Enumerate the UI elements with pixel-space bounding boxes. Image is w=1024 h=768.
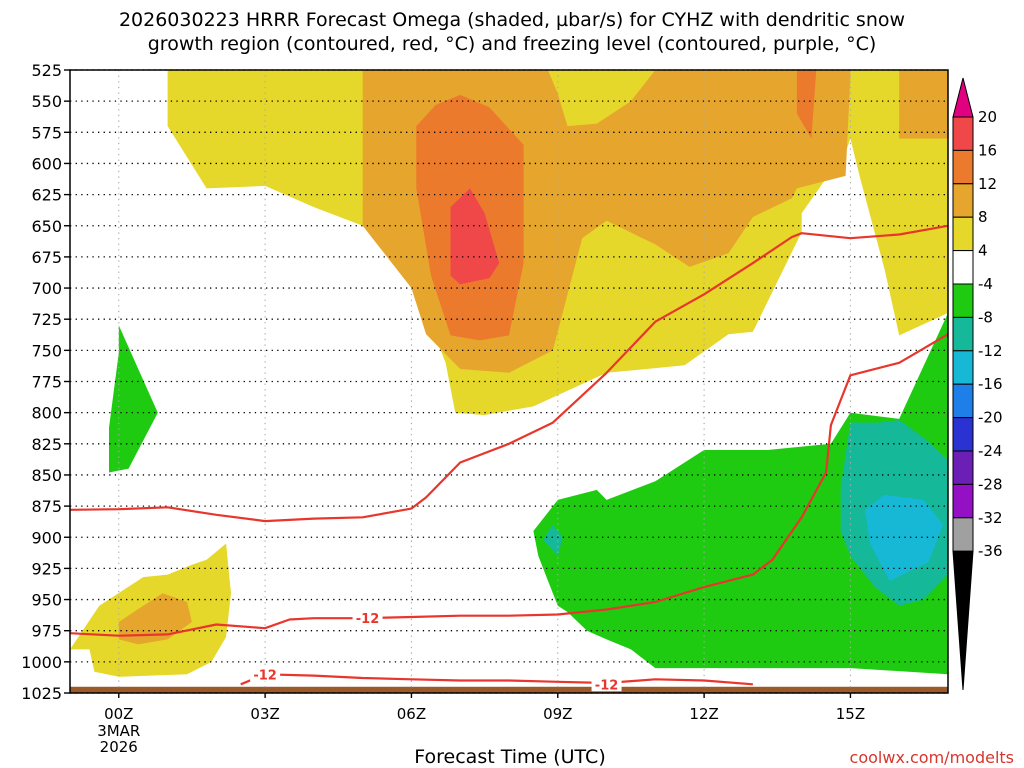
colorbar-swatch-4 [952, 216, 974, 252]
contour-dgz-lower [70, 333, 948, 637]
x-tick-label-00Z: 00Z [104, 705, 133, 723]
grid-layer [70, 69, 948, 694]
colorbar-label--20: -20 [978, 409, 1003, 427]
colorbar-label-20: 20 [978, 108, 997, 126]
omega-region-10 [543, 524, 563, 556]
colorbar-label--12: -12 [978, 342, 1003, 360]
colorbar-swatch-13 [952, 517, 974, 552]
colorbar-swatch-6 [952, 283, 974, 318]
y-tick-label-725: 725 [31, 310, 62, 329]
x-tick-label-09Z: 09Z [543, 705, 572, 723]
omega-region-11 [865, 494, 944, 581]
contour-low-level [240, 673, 753, 686]
contour-label-2: -12 [595, 678, 619, 693]
y-tick-label-600: 600 [31, 154, 62, 173]
y-tick-label-925: 925 [31, 559, 62, 578]
contour-label-bg-2 [591, 676, 622, 692]
x-tick-sublabel-3MAR: 3MAR [97, 722, 140, 740]
credit-link[interactable]: coolwx.com/modelts [849, 748, 1014, 767]
colorbar-swatch-5 [952, 250, 974, 285]
y-tick-label-800: 800 [31, 404, 62, 423]
colorbar-label--4: -4 [978, 275, 993, 293]
contour-dgz-upper [70, 224, 948, 523]
omega-region-4 [450, 188, 500, 285]
y-tick-label-1000: 1000 [21, 653, 62, 672]
colorbar-label-8: 8 [978, 208, 988, 226]
colorbar-label--28: -28 [978, 475, 1003, 493]
colorbar: 20 16 12 8 4 -4 -8 -12 -16 -20 -24 -28 -32 -36 [952, 77, 1003, 691]
x-tick-label-12Z: 12Z [689, 705, 718, 723]
chart-title-line1: 2026030223 HRRR Forecast Omega (shaded, … [118, 9, 906, 31]
y-tick-label-700: 700 [31, 279, 62, 298]
x-tick-sublabel-2026: 2026 [100, 738, 138, 756]
y-tick-label-650: 650 [31, 217, 62, 236]
colorbar-swatch-11 [952, 450, 974, 485]
contour-label-0: -12 [356, 612, 380, 627]
colorbar-top-arrow [952, 77, 974, 118]
ground-surface [70, 686, 948, 693]
y-tick-label-975: 975 [31, 622, 62, 641]
y-tick-label-950: 950 [31, 591, 62, 610]
ground-layer [70, 686, 948, 693]
colorbar-label--24: -24 [978, 442, 1003, 460]
y-tick-label-675: 675 [31, 248, 62, 267]
y-tick-label-825: 825 [31, 435, 62, 454]
contour-label-bg-0 [352, 610, 383, 626]
colorbar-label-12: 12 [978, 175, 997, 193]
colorbar-swatch-8 [952, 350, 974, 385]
y-tick-label-625: 625 [31, 186, 62, 205]
colorbar-label--36: -36 [978, 542, 1003, 560]
colorbar-swatch-3 [952, 183, 974, 218]
contour-label-bg-1 [250, 666, 281, 682]
omega-region-8 [533, 313, 948, 675]
y-tick-label-550: 550 [31, 92, 62, 111]
x-tick-label-06Z: 06Z [397, 705, 426, 723]
colorbar-swatch-2 [952, 149, 974, 185]
colorbar-bottom-arrow [952, 550, 974, 691]
colorbar-label--16: -16 [978, 375, 1003, 393]
y-tick-label-575: 575 [31, 123, 62, 142]
colorbar-swatch-10 [952, 417, 974, 452]
x-tick-label-03Z: 03Z [250, 705, 279, 723]
contour-label-1: -12 [253, 668, 277, 683]
y-tick-label-900: 900 [31, 528, 62, 547]
omega-region-3 [796, 70, 817, 139]
y-tick-label-1025: 1025 [21, 684, 62, 703]
colorbar-label--32: -32 [978, 509, 1003, 527]
y-tick-label-850: 850 [31, 466, 62, 485]
omega-region-7 [109, 325, 158, 473]
colorbar-swatch-1 [952, 116, 974, 151]
colorbar-label-4: 4 [978, 242, 988, 260]
colorbar-label-16: 16 [978, 141, 997, 159]
y-tick-label-750: 750 [31, 341, 62, 360]
axes-layer: 525 550 575 600 625 650 675 700 725 750 775 800 825 8… [21, 61, 949, 756]
x-axis-title: Forecast Time (UTC) [414, 746, 606, 768]
colorbar-label--8: -8 [978, 308, 993, 326]
omega-region-6 [118, 593, 192, 645]
colorbar-swatch-9 [952, 383, 974, 419]
chart-title-line2: growth region (contoured, red, °C) and f… [147, 33, 877, 55]
contour-label-layer: -12 -12 -12 [250, 610, 622, 693]
omega-fill-layer [70, 70, 948, 677]
y-tick-label-525: 525 [31, 61, 62, 80]
colorbar-swatch-12 [952, 483, 974, 519]
x-tick-label-15Z: 15Z [836, 705, 865, 723]
y-tick-label-875: 875 [31, 497, 62, 516]
y-tick-label-775: 775 [31, 373, 62, 392]
colorbar-swatch-7 [952, 316, 974, 352]
contour-layer [70, 224, 948, 686]
